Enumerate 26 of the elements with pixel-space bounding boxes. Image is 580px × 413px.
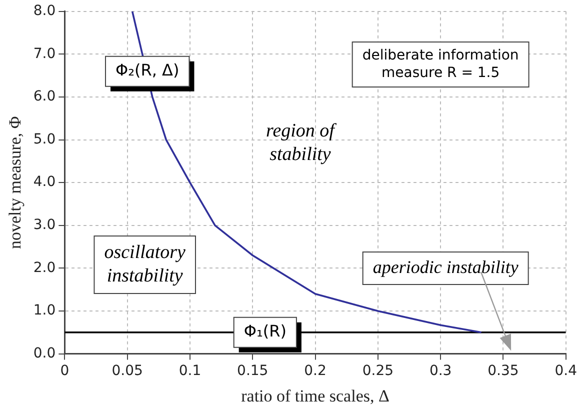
y-tick-label: 8.0	[33, 3, 56, 20]
x-axis-title: ratio of time scales, Δ	[241, 386, 390, 406]
x-tick-label: 0.15	[237, 362, 268, 379]
y-tick-label: 6.0	[33, 88, 56, 105]
x-tick-label: 0.05	[112, 362, 143, 379]
x-tick-label: 0.3	[429, 362, 452, 379]
annotation: oscillatory instability	[104, 242, 186, 287]
y-tick-label: 0.0	[33, 345, 56, 362]
annotation: aperiodic instability	[372, 256, 518, 277]
annotation: deliberate information measure R = 1.5	[362, 47, 519, 81]
y-tick-label: 4.0	[33, 174, 56, 190]
x-tick-label: 0.1	[178, 362, 202, 379]
y-tick-label: 3.0	[33, 217, 56, 234]
x-tick-label: 0.25	[362, 362, 394, 379]
annotation: Φ₂(R, Δ)	[115, 60, 180, 80]
x-tick-label: 0.35	[488, 362, 519, 379]
y-tick-label: 7.0	[33, 46, 56, 62]
y-axis-title: novelty measure, Φ	[6, 116, 25, 250]
y-tick-label: 1.0	[33, 302, 56, 319]
x-tick-label: 0	[60, 362, 70, 379]
y-tick-label: 2.0	[33, 260, 56, 276]
annotation: region of stability	[266, 120, 338, 166]
y-tick-label: 5.0	[33, 131, 56, 148]
annotation: Φ₁(R)	[244, 322, 286, 341]
x-tick-label: 0.4	[554, 362, 578, 379]
x-tick-label: 0.2	[304, 362, 326, 379]
